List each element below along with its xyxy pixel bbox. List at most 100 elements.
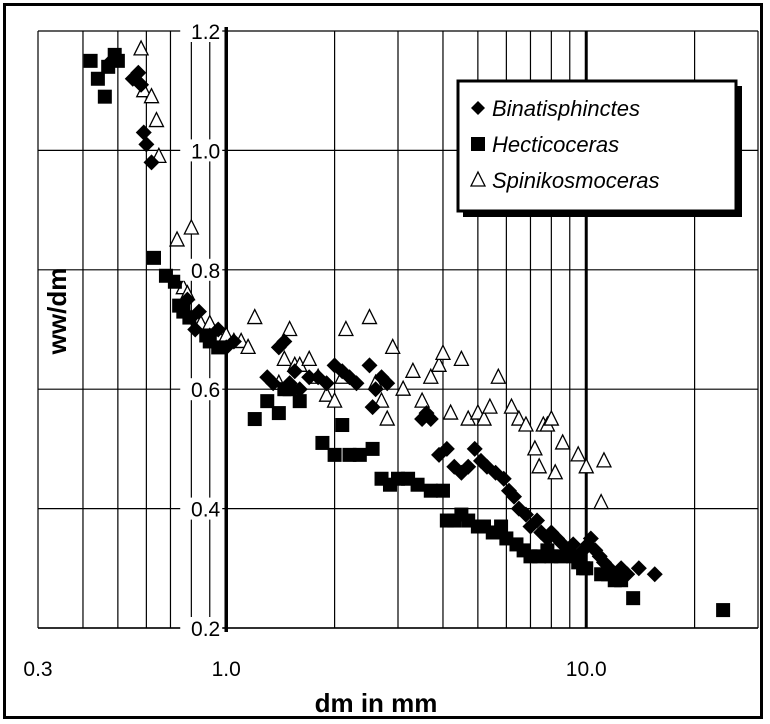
spinikosmoceras-point: [246, 308, 263, 325]
spinikosmoceras-point: [384, 337, 401, 355]
binatisphinctes-point: [460, 458, 477, 475]
hecticoceras-point: [167, 274, 182, 289]
binatisphinctes-point: [517, 506, 534, 523]
binatisphinctes-point: [367, 381, 384, 398]
binatisphinctes-point: [619, 566, 636, 583]
binatisphinctes-point: [364, 399, 381, 416]
binatisphinctes-point: [265, 375, 282, 392]
x-axis-title: dm in mm: [315, 688, 438, 716]
binatisphinctes-point: [466, 440, 483, 457]
legend-box-shadow-right: [736, 86, 742, 216]
spinikosmoceras-point: [554, 433, 571, 450]
binatisphinctes-point: [135, 124, 152, 141]
spinikosmoceras-point: [361, 308, 378, 325]
binatisphinctes-point: [422, 411, 439, 428]
hecticoceras-point: [90, 71, 105, 86]
spinikosmoceras-point: [531, 457, 548, 474]
x-tick-label: 10.0: [566, 658, 607, 681]
y-tick-label-bg: [180, 20, 223, 42]
hecticoceras-point: [352, 447, 367, 462]
y-axis-title: ww/dm: [42, 268, 72, 356]
spinikosmoceras-point: [475, 409, 493, 426]
binatisphinctes-point: [582, 530, 599, 547]
spinikosmoceras-point: [434, 343, 452, 361]
y-tick-label-bg: [180, 378, 223, 401]
hecticoceras-point: [494, 519, 509, 534]
legend-binatisphinctes-label: Binatisphinctes: [492, 96, 640, 121]
hecticoceras-point: [271, 406, 286, 421]
spinikosmoceras-point: [379, 409, 396, 426]
spinikosmoceras-point: [395, 379, 412, 396]
legend-spinikosmoceras-marker: [469, 170, 487, 187]
spinikosmoceras-point: [240, 337, 257, 355]
binatisphinctes-point: [379, 375, 396, 392]
hecticoceras-point: [626, 591, 641, 606]
binatisphinctes-point: [187, 321, 204, 338]
spinikosmoceras-point: [326, 391, 343, 408]
hecticoceras-point: [315, 435, 330, 450]
y-tick-label-bg: [180, 497, 223, 520]
binatisphinctes-point: [301, 369, 318, 386]
scatter-chart: 0.2 0.4 0.6 0.8 1.0 1.2 0.3 1.0 10.0 dm in mm ww…: [23, 20, 759, 716]
y-tick-label: 0.8: [191, 260, 220, 283]
binatisphinctes-point: [495, 470, 512, 487]
x-tick-label: 0.3: [23, 658, 52, 681]
hecticoceras-point: [579, 561, 594, 576]
spinikosmoceras-point: [168, 230, 186, 247]
spinikosmoceras-point: [148, 111, 165, 128]
hecticoceras-point: [410, 477, 425, 492]
y-tick-label: 0.2: [191, 618, 220, 641]
spinikosmoceras-point: [595, 451, 613, 468]
binatisphinctes-point: [630, 560, 647, 577]
binatisphinctes-point: [138, 136, 155, 153]
spinikosmoceras-point: [276, 349, 293, 367]
spinikosmoceras-point: [301, 349, 318, 367]
hecticoceras-point: [83, 53, 98, 68]
spinikosmoceras-point: [442, 403, 459, 420]
spinikosmoceras-point: [404, 361, 421, 378]
spinikosmoceras-point: [133, 39, 150, 56]
legend-binatisphinctes-marker: [471, 101, 485, 115]
spinikosmoceras-point: [510, 409, 527, 426]
legend-hecticoceras-label: Hecticoceras: [492, 132, 619, 157]
spinikosmoceras-point: [183, 218, 200, 235]
binatisphinctes-point: [348, 375, 365, 392]
binatisphinctes-point: [505, 488, 522, 505]
binatisphinctes-point: [210, 321, 227, 338]
binatisphinctes-point: [291, 381, 308, 398]
hecticoceras-point: [335, 418, 350, 433]
spinikosmoceras-point: [143, 87, 160, 104]
hecticoceras-point: [365, 441, 380, 456]
binatisphinctes-point: [225, 333, 242, 350]
binatisphinctes-point: [646, 566, 663, 583]
binatisphinctes-point: [179, 291, 196, 308]
hecticoceras-point: [327, 447, 342, 462]
binatisphinctes-point: [286, 363, 303, 380]
legend-items: Binatisphinctes Hecticoceras Spinikosmocer…: [469, 96, 660, 193]
hecticoceras-point: [435, 483, 450, 498]
spinikosmoceras-point: [593, 493, 610, 510]
hecticoceras-point: [716, 603, 731, 618]
spinikosmoceras-point: [526, 439, 543, 456]
chart-frame: 0.2 0.4 0.6 0.8 1.0 1.2 0.3 1.0 10.0 dm in mm ww…: [3, 3, 763, 719]
points-layer: [83, 39, 731, 618]
y-tick-label: 0.6: [191, 379, 220, 402]
binatisphinctes-point: [281, 375, 298, 392]
y-tick-label: 0.4: [191, 499, 221, 522]
spinikosmoceras-point: [547, 463, 564, 480]
legend-spinikosmoceras-label: Spinikosmoceras: [492, 168, 660, 193]
y-tick-label-bg: [180, 258, 223, 281]
hecticoceras-point: [423, 483, 438, 498]
legend-box-shadow-bottom: [463, 211, 742, 217]
spinikosmoceras-point: [337, 320, 354, 337]
y-tick-label-bg: [180, 139, 223, 162]
binatisphinctes-point: [133, 76, 150, 93]
binatisphinctes-point: [438, 440, 455, 457]
spinikosmoceras-point: [517, 415, 534, 432]
spinikosmoceras-point: [490, 367, 507, 384]
legend: Binatisphinctes Hecticoceras Spinikosmocer…: [456, 79, 742, 217]
binatisphinctes-point: [103, 52, 120, 69]
binatisphinctes-point: [130, 64, 147, 81]
spinikosmoceras-point: [318, 385, 335, 402]
legend-box: [456, 79, 738, 213]
